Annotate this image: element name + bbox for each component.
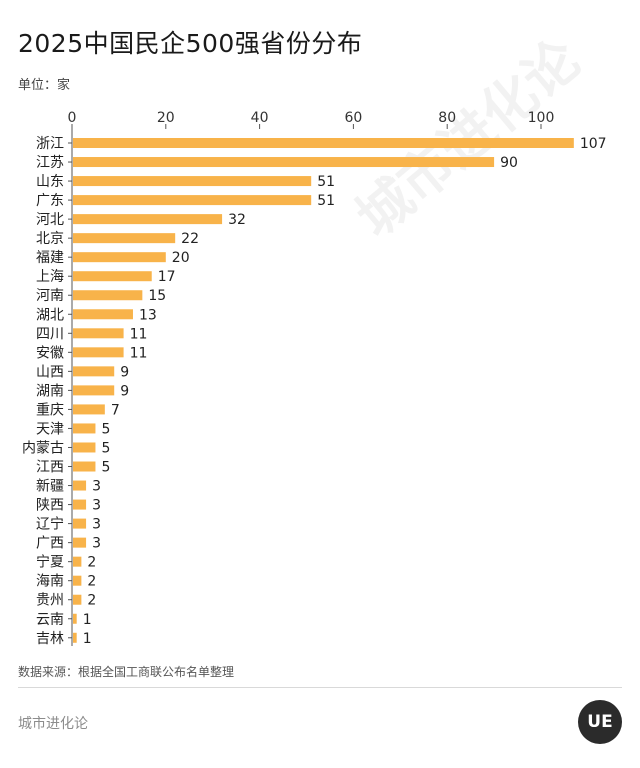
category-label: 天津 bbox=[36, 421, 64, 437]
chart-title: 2025中国民企500强省份分布 bbox=[18, 29, 363, 58]
value-label: 20 bbox=[172, 250, 190, 266]
bar bbox=[73, 138, 574, 148]
bar bbox=[73, 423, 96, 434]
bar bbox=[73, 271, 152, 282]
brand-name: 城市进化论 bbox=[18, 716, 88, 732]
value-label: 3 bbox=[92, 498, 101, 514]
x-tick-label: 0 bbox=[68, 110, 77, 126]
footer-divider bbox=[18, 687, 622, 688]
value-label: 9 bbox=[120, 364, 129, 380]
category-label: 辽宁 bbox=[36, 516, 64, 533]
bar bbox=[73, 518, 87, 529]
value-label: 51 bbox=[317, 193, 335, 209]
category-label: 湖北 bbox=[36, 307, 64, 323]
value-label: 2 bbox=[87, 593, 96, 609]
brand-logo: UE bbox=[578, 700, 622, 744]
value-label: 51 bbox=[317, 174, 335, 190]
bar bbox=[73, 632, 77, 643]
category-label: 北京 bbox=[36, 231, 64, 247]
x-tick-label: 80 bbox=[438, 110, 456, 126]
value-label: 7 bbox=[111, 402, 120, 418]
bar bbox=[73, 499, 87, 510]
category-label: 新疆 bbox=[36, 479, 64, 495]
x-tick-label: 100 bbox=[528, 110, 555, 126]
value-label: 5 bbox=[101, 460, 110, 476]
bar bbox=[73, 404, 105, 415]
bar bbox=[73, 347, 124, 358]
value-label: 15 bbox=[148, 288, 166, 304]
category-label: 江西 bbox=[36, 460, 64, 476]
bar bbox=[73, 556, 82, 567]
category-label: 湖南 bbox=[36, 383, 64, 399]
category-label: 安徽 bbox=[36, 345, 64, 361]
category-label: 河南 bbox=[36, 288, 64, 304]
category-label: 云南 bbox=[36, 612, 64, 628]
value-label: 5 bbox=[101, 421, 110, 437]
category-label: 内蒙古 bbox=[22, 440, 64, 456]
value-label: 32 bbox=[228, 212, 246, 228]
bar bbox=[73, 290, 143, 301]
category-label: 贵州 bbox=[36, 593, 64, 609]
bar bbox=[73, 157, 495, 168]
category-label: 四川 bbox=[36, 326, 64, 342]
bar bbox=[73, 328, 124, 339]
bar bbox=[73, 309, 133, 320]
bar bbox=[73, 537, 87, 548]
category-label: 山东 bbox=[36, 174, 64, 190]
bar bbox=[73, 442, 96, 453]
bar bbox=[73, 385, 115, 396]
category-label: 山西 bbox=[36, 364, 64, 380]
bar bbox=[73, 613, 77, 624]
value-label: 11 bbox=[130, 326, 148, 342]
value-label: 3 bbox=[92, 517, 101, 533]
value-label: 107 bbox=[580, 136, 607, 152]
category-label: 吉林 bbox=[36, 631, 64, 647]
bar bbox=[73, 461, 96, 472]
value-label: 2 bbox=[87, 555, 96, 571]
value-label: 1 bbox=[83, 612, 92, 628]
unit-label: 单位：家 bbox=[18, 78, 71, 93]
value-label: 1 bbox=[83, 631, 92, 647]
bar bbox=[73, 366, 115, 377]
bar bbox=[73, 252, 166, 263]
value-label: 5 bbox=[101, 440, 110, 456]
value-label: 17 bbox=[158, 269, 176, 285]
category-label: 江苏 bbox=[36, 155, 64, 171]
category-label: 河北 bbox=[36, 212, 64, 228]
bar bbox=[73, 480, 87, 491]
category-label: 重庆 bbox=[36, 402, 64, 418]
category-label: 上海 bbox=[36, 269, 64, 285]
bar bbox=[73, 195, 312, 206]
bar bbox=[73, 233, 176, 244]
value-label: 9 bbox=[120, 383, 129, 399]
category-label: 宁夏 bbox=[36, 554, 64, 571]
bar bbox=[73, 214, 223, 225]
value-label: 3 bbox=[92, 479, 101, 495]
category-label: 福建 bbox=[36, 250, 64, 266]
category-label: 广东 bbox=[36, 193, 64, 209]
source-note: 数据来源：根据全国工商联公布名单整理 bbox=[18, 665, 235, 679]
value-label: 22 bbox=[181, 231, 199, 247]
value-label: 13 bbox=[139, 307, 157, 323]
value-label: 2 bbox=[87, 574, 96, 590]
category-label: 陕西 bbox=[36, 498, 64, 514]
value-label: 3 bbox=[92, 536, 101, 552]
value-label: 11 bbox=[130, 345, 148, 361]
value-label: 90 bbox=[500, 155, 518, 171]
bar bbox=[73, 575, 82, 586]
x-tick-label: 20 bbox=[157, 110, 175, 126]
bar bbox=[73, 176, 312, 187]
category-label: 浙江 bbox=[36, 136, 64, 152]
category-label: 海南 bbox=[36, 574, 64, 590]
x-tick-label: 60 bbox=[344, 110, 362, 126]
category-label: 广西 bbox=[36, 536, 64, 552]
bar bbox=[73, 594, 82, 605]
x-tick-label: 40 bbox=[251, 110, 269, 126]
